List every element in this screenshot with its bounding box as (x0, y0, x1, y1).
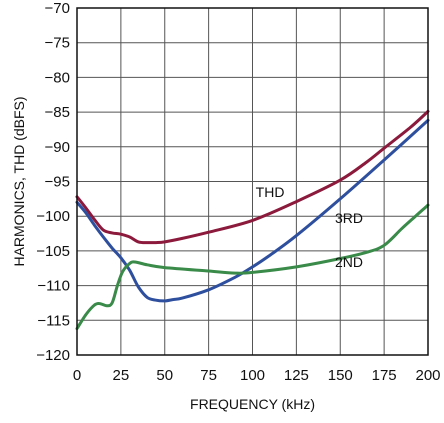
y-tick-label: −85 (45, 104, 70, 121)
plot-frame (76, 7, 429, 356)
x-tick-label: 175 (372, 367, 397, 384)
y-tick-label: −115 (37, 312, 70, 329)
grid (77, 8, 428, 355)
y-tick-label: −105 (36, 243, 70, 260)
y-tick-label: −110 (37, 278, 70, 295)
y-tick-label: −120 (36, 347, 70, 364)
y-tick-label: −80 (45, 69, 70, 86)
y-tick-label: −70 (45, 0, 70, 17)
series-annotations: THD 3RD 2ND (256, 184, 363, 270)
y-tick-label: −75 (45, 35, 70, 52)
x-tick-label: 50 (156, 367, 173, 384)
x-tick-label: 25 (113, 367, 130, 384)
x-tick-label: 75 (200, 367, 217, 384)
annotation-thd: THD (256, 184, 285, 200)
x-tick-label: 100 (240, 367, 265, 384)
y-tick-label: −90 (45, 139, 70, 156)
series-line-2nd (75, 203, 430, 331)
y-tick-label: −95 (45, 174, 70, 191)
x-tick-label: 0 (73, 367, 81, 384)
y-tick-label: −100 (36, 208, 70, 225)
series-line-thd (75, 109, 430, 245)
series-lines (75, 109, 430, 331)
x-tick-label: 200 (415, 367, 440, 384)
y-axis-label: HARMONICS, THD (dBFS) (11, 96, 27, 266)
annotation-2nd: 2ND (335, 254, 363, 270)
x-tick-label: 150 (328, 367, 353, 384)
x-tick-labels: 0 25 50 75 100 125 150 175 200 (73, 367, 441, 384)
y-tick-labels: −120 −115 −110 −105 −100 −95 −90 −85 −80 −75 −70 (36, 0, 70, 364)
annotation-3rd: 3RD (335, 210, 363, 226)
x-tick-label: 125 (284, 367, 309, 384)
x-axis-label: FREQUENCY (kHz) (190, 396, 315, 412)
series-line-3rd (75, 118, 430, 303)
